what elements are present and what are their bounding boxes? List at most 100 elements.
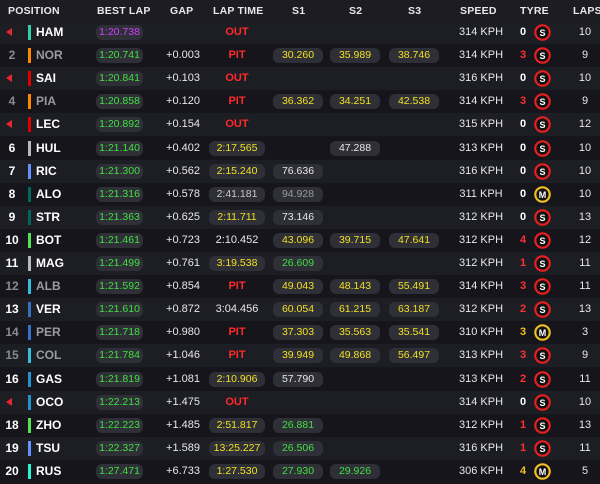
header-s1[interactable]: S1 [292,5,306,17]
team-color-bar [28,163,31,179]
driver-code[interactable]: LEC [36,117,60,132]
pit-stop-count: 4 [519,233,527,246]
table-row[interactable]: 10 BOT 1:21.461 +0.723 2:10.452 43.096 39.715 4… [0,228,600,252]
table-row[interactable]: 8 ALO 1:21.316 +0.578 2:41.181 94.928 311 KPH 0… [0,182,600,206]
table-row[interactable]: 19 TSU 1:22.327 +1.589 13:25.227 26.506 316 KP… [0,436,600,460]
header-s3[interactable]: S3 [408,5,422,17]
header-tyre[interactable]: TYRE [520,5,549,17]
table-row[interactable]: 16 GAS 1:21.819 +1.081 2:10.906 57.790 313 KPH… [0,367,600,391]
team-color-bar [28,25,31,40]
sector-s2-time: 49.868 [330,348,380,364]
header-position[interactable]: POSITION [8,5,60,17]
sector-s1-time: 37.303 [273,325,323,341]
pit-stop-count: 3 [519,326,527,339]
table-row[interactable]: 20 RUS 1:27.471 +6.733 1:27.530 27.930 29.926 3… [0,459,600,483]
speed-value: 312 KPH [458,210,504,223]
position-number: 14 [5,325,19,340]
table-row[interactable]: 13 VER 1:21.610 +0.872 3:04.456 60.054 61.215 6… [0,298,600,322]
speed-value: 314 KPH [458,26,504,38]
header-gap[interactable]: GAP [170,5,194,17]
header-best-lap[interactable]: BEST LAP [97,5,151,17]
driver-code[interactable]: HAM [36,25,64,39]
driver-code[interactable]: BOT [36,232,62,247]
table-row[interactable]: 15 COL 1:21.784 +1.046 PIT 39.949 49.868 56.497… [0,344,600,368]
lap-status: PIT [228,349,246,362]
lap-time: 2:41.181 [209,186,265,202]
driver-code[interactable]: HUL [36,140,61,155]
best-lap-time: 1:21.499 [96,256,143,271]
retired-arrow-icon [6,113,14,136]
lap-status: OUT [225,72,249,85]
tyre-compound-letter: M [539,328,547,338]
driver-code[interactable]: RUS [36,463,62,478]
header-lap-time[interactable]: LAP TIME [213,5,264,17]
sector-s1-time: 27.930 [273,463,323,479]
speed-value: 312 KPH [458,303,504,316]
table-row[interactable]: HAM 1:20.738 OUT 314 KPH 0 S 10 [0,21,600,44]
position-number: 4 [8,94,16,109]
table-row[interactable]: SAI 1:20.841 +0.103 OUT 316 KPH 0 S 10 [0,67,600,91]
driver-code[interactable]: GAS [36,371,63,386]
gap-value: +1.046 [166,349,200,362]
driver-code[interactable]: ALB [36,279,61,294]
position-number: 12 [5,279,19,294]
tyre-compound-icon: S [534,232,551,249]
table-row[interactable]: 6 HUL 1:21.140 +0.402 2:17.565 47.288 313 KPH 0… [0,136,600,160]
table-row[interactable]: 18 ZHO 1:22.223 +1.485 2:51.817 26.881 312 KPH… [0,413,600,437]
tyre-compound-icon: S [534,139,551,157]
table-row[interactable]: 11 MAG 1:21.499 +0.761 3:19.538 26.609 312 KPH… [0,252,600,275]
team-color-bar [28,463,31,479]
sector-s1-time: 49.043 [273,279,323,295]
driver-code[interactable]: ZHO [36,417,62,432]
driver-code[interactable]: MAG [36,256,64,270]
lap-time: 2:11.711 [209,209,265,225]
pit-stop-count: 0 [519,26,527,38]
pit-stop-count: 0 [519,72,527,85]
laps-count: 9 [581,349,589,362]
pit-stop-count: 1 [519,441,527,454]
driver-code[interactable]: STR [36,209,60,224]
driver-code[interactable]: SAI [36,71,57,86]
driver-code[interactable]: PER [36,325,61,340]
speed-value: 315 KPH [458,118,504,131]
speed-value: 314 KPH [458,95,504,108]
team-color-bar [28,71,31,87]
table-row[interactable]: 9 STR 1:21.363 +0.625 2:11.711 73.146 312 KPH 0… [0,205,600,229]
table-row[interactable]: 7 RIC 1:21.300 +0.562 2:15.240 76.636 316 KPH 0… [0,159,600,183]
tyre-compound-icon: S [534,416,551,434]
tyre-compound-icon: S [534,208,551,226]
driver-code[interactable]: VER [36,302,61,317]
speed-value: 314 KPH [458,49,504,62]
laps-count: 13 [578,418,592,431]
table-row[interactable]: LEC 1:20.892 +0.154 OUT 315 KPH 0 S 12 [0,113,600,137]
best-lap-time: 1:21.140 [96,140,143,156]
driver-code[interactable]: OCO [36,394,64,409]
best-lap-time: 1:21.784 [96,348,143,364]
header-laps[interactable]: LAPS [573,5,600,17]
lap-time: 2:51.817 [209,417,265,433]
header-s2[interactable]: S2 [349,5,363,17]
sector-s1-time: 26.506 [273,440,323,456]
position-number: 19 [5,440,19,455]
laps-count: 10 [578,164,592,177]
lap-time: 2:15.240 [209,163,265,179]
lap-time: 2:17.565 [209,140,265,156]
retired-arrow-icon [6,67,14,90]
driver-code[interactable]: ALO [36,186,62,201]
sector-s1-time: 36.362 [273,94,323,110]
table-row[interactable]: 4 PIA 1:20.858 +0.120 PIT 36.362 34.251 42.538 3… [0,90,600,114]
table-row[interactable]: 2 NOR 1:20.741 +0.003 PIT 30.260 35.989 38.746 3… [0,44,600,68]
driver-code[interactable]: COL [36,348,62,363]
driver-code[interactable]: TSU [36,440,60,455]
driver-code[interactable]: RIC [36,163,57,178]
team-color-bar [28,256,31,271]
table-row[interactable]: 14 PER 1:21.718 +0.980 PIT 37.303 35.563 35.541… [0,321,600,345]
driver-code[interactable]: NOR [36,48,63,63]
table-row[interactable]: OCO 1:22.213 +1.475 OUT 314 KPH 0 S 10 [0,390,600,414]
header-speed[interactable]: SPEED [460,5,497,17]
table-row[interactable]: 12 ALB 1:21.592 +0.854 PIT 49.043 48.143 55.491… [0,275,600,299]
laps-count: 13 [578,303,592,316]
best-lap-time: 1:22.327 [96,440,143,456]
driver-code[interactable]: PIA [36,94,57,109]
